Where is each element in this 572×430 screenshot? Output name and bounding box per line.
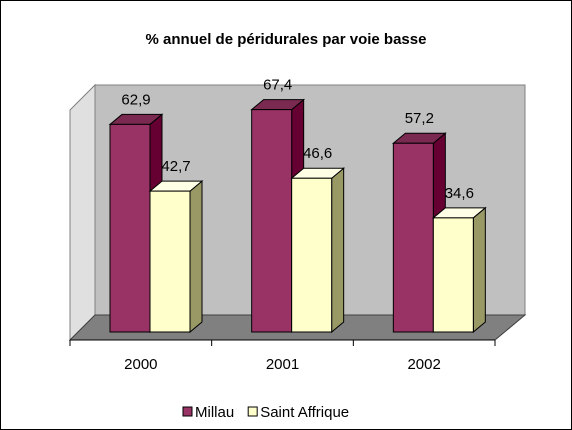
data-label: 67,4 [263, 77, 292, 94]
bar-front [432, 217, 474, 333]
bar-side [331, 167, 345, 334]
data-label: 34,6 [445, 185, 474, 202]
legend-swatch [182, 406, 193, 417]
x-tick-label: 2000 [124, 356, 157, 373]
legend-swatch [247, 406, 258, 417]
x-tick-label: 2001 [266, 356, 299, 373]
bar [148, 180, 204, 334]
x-tick-label: 2002 [407, 356, 440, 373]
data-label: 42,7 [161, 158, 190, 175]
bar-front [109, 123, 151, 333]
bar-side [472, 206, 486, 334]
bar-front [392, 142, 434, 333]
bar-front [251, 109, 293, 333]
bar [290, 167, 346, 334]
data-label: 57,2 [405, 110, 434, 127]
legend-label: Millau [195, 404, 234, 421]
data-label: 46,6 [303, 145, 332, 162]
bar-front [149, 190, 191, 333]
data-label: 62,9 [121, 91, 150, 108]
bar [431, 206, 487, 334]
chart-title: % annuel de péridurales par voie basse [146, 31, 427, 48]
bar-front [291, 177, 333, 333]
legend-label: Saint Affrique [260, 404, 349, 421]
bar-side [189, 180, 203, 334]
side-wall [69, 83, 96, 342]
